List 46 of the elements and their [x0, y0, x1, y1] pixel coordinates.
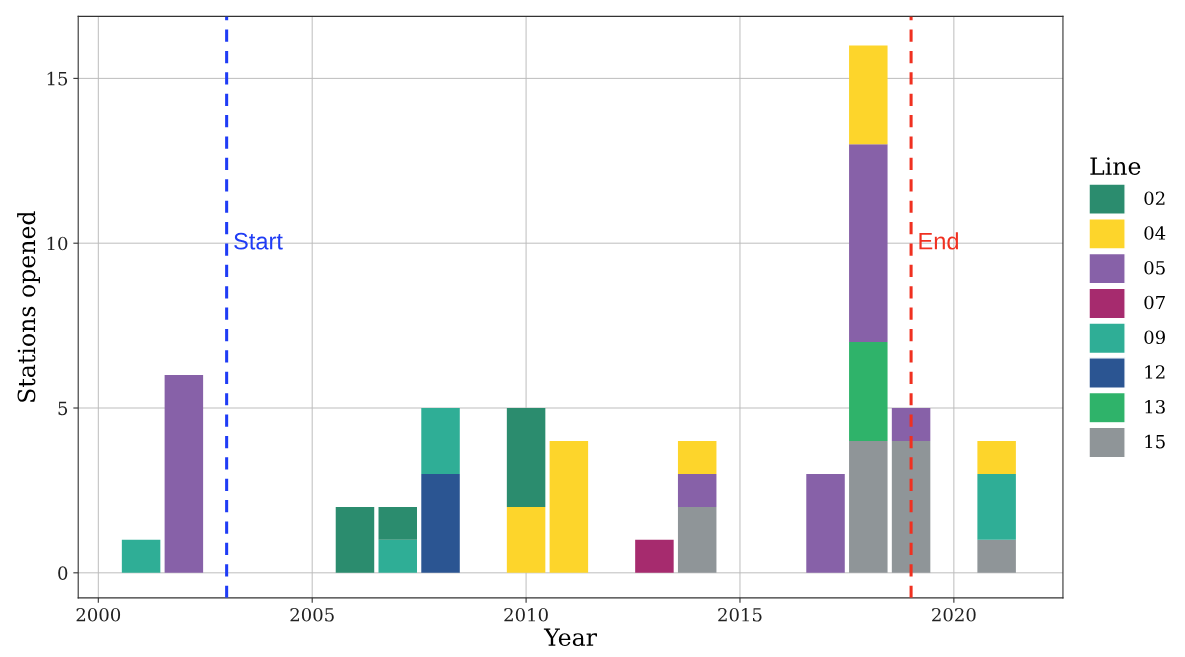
- x-tick-label: 2000: [76, 607, 121, 622]
- bar: [849, 45, 888, 145]
- legend-label: 09: [1144, 330, 1165, 345]
- y-tick-label: 5: [58, 401, 68, 416]
- bar: [891, 408, 931, 441]
- bar: [677, 506, 717, 573]
- bar: [849, 144, 888, 343]
- bar: [849, 440, 888, 573]
- x-tick-label: 2005: [290, 607, 334, 622]
- legend-label: 04: [1144, 226, 1166, 240]
- y-tick-label: 10: [47, 236, 68, 251]
- bar: [549, 440, 589, 573]
- bar: [164, 375, 204, 573]
- y-tick-label: 0: [58, 566, 68, 580]
- bar: [977, 539, 1016, 573]
- bar: [378, 506, 418, 540]
- x-tick-label: 2010: [504, 607, 548, 622]
- x-axis-title: Year: [543, 628, 597, 647]
- bar: [335, 506, 375, 573]
- legend-label: 07: [1144, 295, 1165, 310]
- legend-label: 15: [1145, 434, 1165, 449]
- ref-line-label: End: [919, 232, 958, 250]
- bar: [677, 473, 717, 507]
- legend-title: Line: [1090, 157, 1141, 175]
- bar: [891, 440, 931, 573]
- bar: [806, 473, 845, 573]
- x-tick-label: 2015: [718, 607, 762, 622]
- bar: [121, 539, 161, 573]
- bar: [677, 440, 717, 474]
- legend-label: 13: [1145, 399, 1165, 414]
- y-axis-title: Stations opened: [17, 211, 40, 402]
- bar: [977, 473, 1016, 540]
- bar: [421, 408, 460, 474]
- bar: [977, 440, 1016, 474]
- bar: [635, 539, 674, 573]
- bar: [506, 506, 546, 573]
- x-tick-label: 2020: [932, 607, 976, 622]
- legend-label: 12: [1145, 365, 1165, 379]
- y-tick-label: 15: [47, 71, 68, 86]
- bar: [849, 342, 888, 441]
- legend-label: 05: [1144, 260, 1165, 275]
- bar: [506, 408, 546, 507]
- bar: [421, 473, 460, 573]
- legend-label: 02: [1144, 191, 1165, 206]
- bar: [378, 539, 418, 573]
- ref-line-label: Start: [234, 232, 283, 250]
